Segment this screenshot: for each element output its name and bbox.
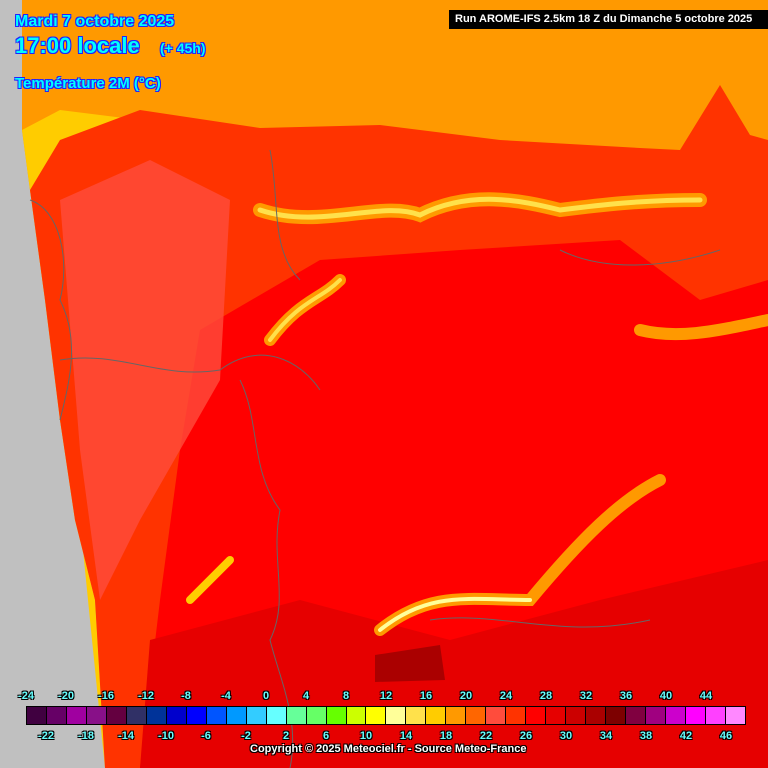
legend-swatch xyxy=(66,707,87,724)
legend-label-bottom: 10 xyxy=(359,730,373,742)
legend-label-top: -16 xyxy=(98,690,114,702)
legend-label-bottom: 46 xyxy=(719,730,733,742)
legend-swatch xyxy=(146,707,167,724)
legend-swatch xyxy=(346,707,367,724)
legend-swatch xyxy=(506,707,527,724)
legend-swatch xyxy=(705,707,726,724)
borders xyxy=(29,149,721,768)
forecast-time: 17:00 locale xyxy=(15,33,140,58)
legend-label-top: 4 xyxy=(302,690,310,702)
legend-label-top: 24 xyxy=(499,690,513,702)
legend-swatch xyxy=(426,707,447,724)
legend-label-top: 36 xyxy=(619,690,633,702)
legend-label-top: 0 xyxy=(262,690,270,702)
legend-label-top: 44 xyxy=(699,690,713,702)
legend-swatch xyxy=(86,707,107,724)
legend-label-bottom: 14 xyxy=(399,730,413,742)
legend-swatch xyxy=(46,707,67,724)
copyright: Copyright © 2025 Meteociel.fr - Source M… xyxy=(250,743,527,755)
legend-swatch xyxy=(206,707,227,724)
legend-swatch xyxy=(106,707,127,724)
legend-label-bottom: 6 xyxy=(322,730,330,742)
legend-swatch xyxy=(466,707,487,724)
legend-swatch xyxy=(526,707,547,724)
model-run-banner: Run AROME-IFS 2.5km 18 Z du Dimanche 5 o… xyxy=(449,10,768,29)
legend-swatch xyxy=(27,707,47,724)
legend-swatch xyxy=(546,707,567,724)
legend-swatch xyxy=(286,707,307,724)
legend-label-bottom: 34 xyxy=(599,730,613,742)
legend-label-top: 16 xyxy=(419,690,433,702)
legend-swatch xyxy=(446,707,467,724)
legend-label-top: 12 xyxy=(379,690,393,702)
legend-label-top: -4 xyxy=(221,690,231,702)
legend-label-top: 32 xyxy=(579,690,593,702)
forecast-lead-time: (+ 45h) xyxy=(160,40,206,56)
legend-label-bottom: -6 xyxy=(201,730,211,742)
legend-label-bottom: -2 xyxy=(241,730,251,742)
legend-label-top: 8 xyxy=(342,690,350,702)
legend-swatch xyxy=(566,707,587,724)
legend-swatch xyxy=(126,707,147,724)
legend-label-bottom: -22 xyxy=(38,730,54,742)
legend-label-bottom: 26 xyxy=(519,730,533,742)
legend-label-top: -24 xyxy=(18,690,34,702)
legend-swatch xyxy=(666,707,686,724)
legend-swatch xyxy=(186,707,207,724)
legend-swatch xyxy=(646,707,666,724)
legend-label-top: 28 xyxy=(539,690,553,702)
legend-swatch xyxy=(266,707,287,724)
legend-swatch xyxy=(406,707,427,724)
legend-swatch xyxy=(486,707,507,724)
outside-domain-area xyxy=(0,0,105,768)
legend-swatch xyxy=(386,707,407,724)
legend-swatch xyxy=(606,707,627,724)
legend-label-bottom: 2 xyxy=(282,730,290,742)
legend-swatch xyxy=(246,707,267,724)
legend-label-top: 40 xyxy=(659,690,673,702)
legend-label-bottom: 38 xyxy=(639,730,653,742)
legend-swatch xyxy=(306,707,327,724)
legend-label-bottom: -10 xyxy=(158,730,174,742)
forecast-date: Mardi 7 octobre 2025 xyxy=(15,13,175,30)
hottest-patch xyxy=(375,645,445,682)
legend-label-top: -8 xyxy=(181,690,191,702)
legend-swatch xyxy=(166,707,187,724)
legend-label-bottom: 18 xyxy=(439,730,453,742)
legend-label-bottom: -14 xyxy=(118,730,134,742)
legend-swatch xyxy=(725,707,745,724)
legend-label-bottom: -18 xyxy=(78,730,94,742)
color-legend xyxy=(26,706,746,725)
legend-swatch xyxy=(326,707,347,724)
legend-label-top: 20 xyxy=(459,690,473,702)
legend-swatch xyxy=(586,707,607,724)
west-cool-zone xyxy=(60,160,230,600)
legend-swatch xyxy=(366,707,387,724)
legend-label-bottom: 22 xyxy=(479,730,493,742)
legend-label-top: -12 xyxy=(138,690,154,702)
variable-title: Température 2M (°C) xyxy=(15,75,161,92)
legend-label-bottom: 42 xyxy=(679,730,693,742)
legend-label-top: -20 xyxy=(58,690,74,702)
legend-swatch xyxy=(226,707,247,724)
legend-swatch xyxy=(685,707,706,724)
mountain-ridges xyxy=(186,192,768,636)
legend-label-bottom: 30 xyxy=(559,730,573,742)
legend-swatch xyxy=(626,707,647,724)
